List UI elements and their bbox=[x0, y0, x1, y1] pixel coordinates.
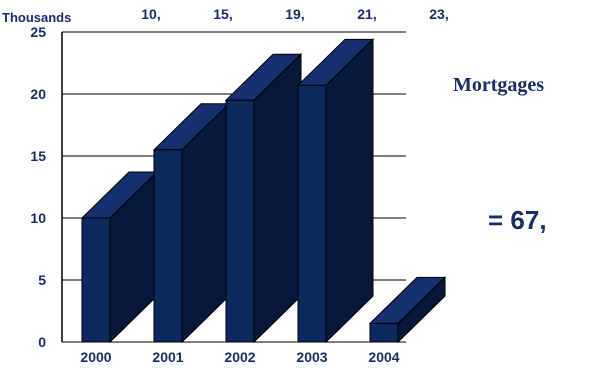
x-tick-labels: 2000 2001 2002 2003 2004 bbox=[80, 349, 399, 365]
bar-front bbox=[153, 149, 183, 343]
top-value-label: 15, bbox=[213, 6, 232, 22]
y-tick-label: 25 bbox=[30, 24, 46, 40]
y-tick-labels: 0 5 10 15 20 25 bbox=[30, 24, 46, 350]
bar-side bbox=[253, 53, 302, 344]
y-tick-label: 15 bbox=[30, 148, 46, 164]
x-tick-label: 2000 bbox=[80, 349, 111, 365]
total-label: = 67, bbox=[488, 205, 547, 235]
y-tick-label: 20 bbox=[30, 86, 46, 102]
y-tick-label: 5 bbox=[38, 272, 46, 288]
bar-front bbox=[225, 99, 255, 343]
bar-2004 bbox=[368, 276, 447, 344]
bar-2002 bbox=[224, 53, 303, 344]
y-tick-label: 0 bbox=[38, 334, 46, 350]
y-axis-label: Thousands bbox=[2, 10, 71, 25]
bar-front bbox=[297, 84, 327, 343]
top-value-label: 10, bbox=[141, 6, 160, 22]
top-value-label: 23, bbox=[429, 6, 448, 22]
bars bbox=[80, 38, 447, 344]
x-tick-label: 2003 bbox=[296, 349, 327, 365]
top-value-labels: 10, 15, 19, 21, 23, bbox=[141, 6, 448, 22]
chart-side-title: Mortgages bbox=[453, 74, 545, 96]
bar-2003 bbox=[296, 38, 375, 344]
bar-side bbox=[325, 38, 374, 344]
x-tick-label: 2004 bbox=[368, 349, 399, 365]
y-tick-label: 10 bbox=[30, 210, 46, 226]
top-value-label: 21, bbox=[357, 6, 376, 22]
bar-front bbox=[81, 217, 111, 343]
bar-front bbox=[369, 322, 399, 343]
bar-2001 bbox=[152, 102, 231, 344]
x-tick-label: 2001 bbox=[152, 349, 183, 365]
x-tick-label: 2002 bbox=[224, 349, 255, 365]
top-value-label: 19, bbox=[285, 6, 304, 22]
bar-2000 bbox=[80, 170, 159, 344]
